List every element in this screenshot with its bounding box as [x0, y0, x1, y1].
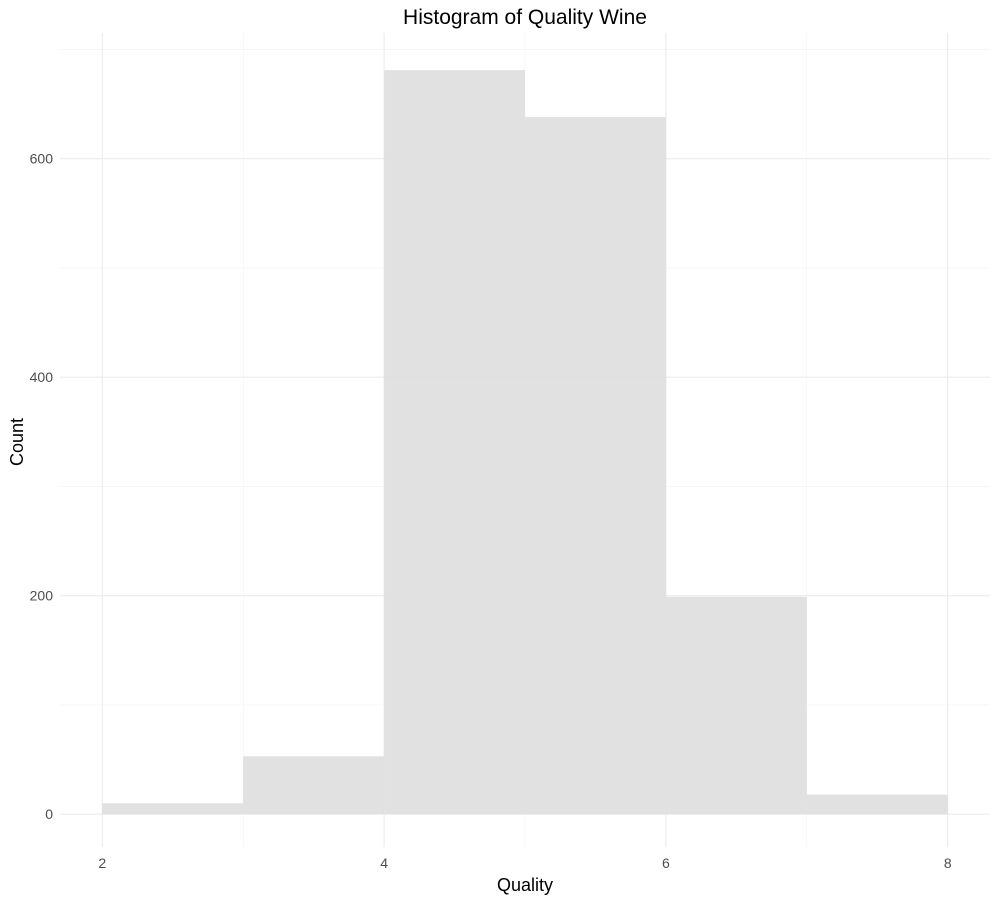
histogram-bar: [384, 70, 525, 815]
x-tick-label: 4: [380, 855, 388, 871]
y-tick-label: 200: [30, 588, 54, 604]
x-tick-label: 2: [98, 855, 106, 871]
y-axis-title: Count: [7, 418, 27, 466]
histogram-bar: [102, 803, 244, 815]
histogram-bar: [665, 596, 807, 815]
histogram-bars: [102, 70, 948, 815]
histogram-bar: [806, 794, 948, 815]
histogram-bar: [525, 117, 666, 815]
x-tick-label: 8: [944, 855, 952, 871]
histogram-bar: [243, 756, 385, 815]
x-axis-tick-labels: 2 4 6 8: [98, 855, 951, 871]
y-tick-label: 400: [30, 369, 54, 385]
y-axis-tick-labels: 0 200 400 600: [30, 151, 54, 823]
chart-title: Histogram of Quality Wine: [403, 6, 647, 29]
y-tick-label: 600: [30, 151, 54, 167]
x-axis-title: Quality: [497, 875, 553, 895]
y-tick-label: 0: [45, 806, 53, 822]
x-tick-label: 6: [662, 855, 670, 871]
